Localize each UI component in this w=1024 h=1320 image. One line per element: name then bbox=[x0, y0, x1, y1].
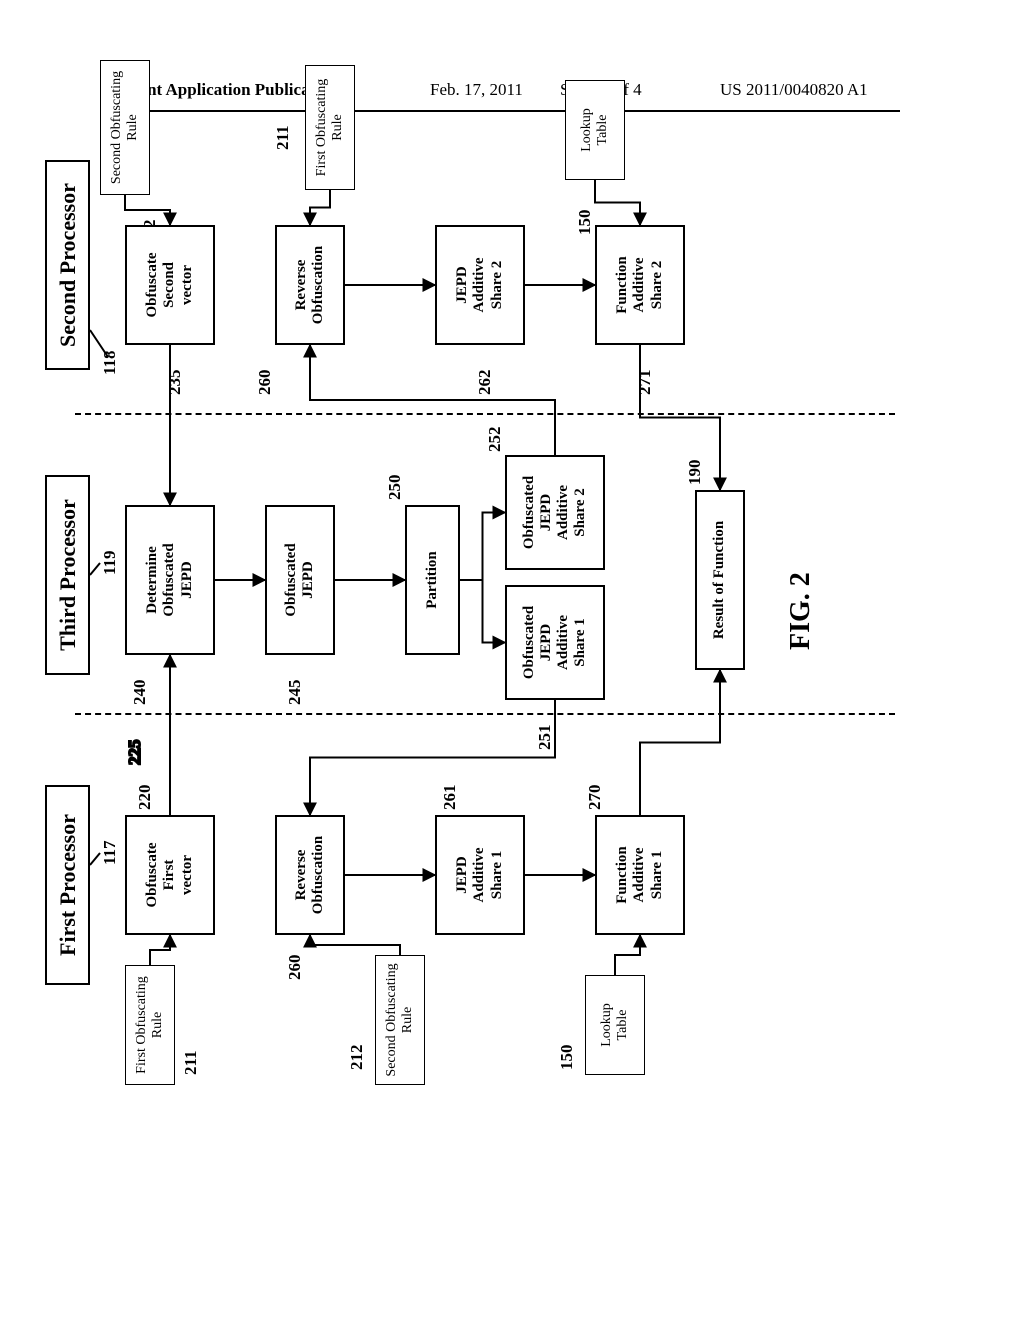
divider-right bbox=[75, 413, 895, 415]
node-det_obf: DetermineObfuscatedJEPD bbox=[125, 505, 215, 655]
arrow bbox=[150, 935, 170, 965]
ref-func1: 270 bbox=[585, 785, 605, 811]
node-obf_first: ObfuscateFirstvector bbox=[125, 815, 215, 935]
arrow bbox=[595, 180, 640, 225]
ref-det_obf: 240 bbox=[130, 680, 150, 706]
node-obf_second: ObfuscateSecondvector bbox=[125, 225, 215, 345]
node-sec_rule_R: Second ObfuscatingRule bbox=[100, 60, 150, 195]
ref-obf_first: 220 bbox=[135, 785, 155, 811]
ref-first_rule_R: 211 bbox=[273, 125, 293, 150]
ref-leader bbox=[90, 853, 100, 865]
arrow bbox=[460, 580, 505, 643]
arrow bbox=[310, 345, 555, 455]
ref-jepd1: 261 bbox=[440, 785, 460, 811]
ref-objepd1: 251 bbox=[535, 725, 555, 751]
node-first_rule_L: First ObfuscatingRule bbox=[125, 965, 175, 1085]
ref-first: 117 bbox=[100, 840, 120, 865]
ref-third: 119 bbox=[100, 550, 120, 575]
arrow-label: 225 bbox=[125, 740, 144, 766]
ref-objepd2: 252 bbox=[485, 427, 505, 453]
arrow bbox=[460, 513, 505, 581]
node-lookup_L: LookupTable bbox=[585, 975, 645, 1075]
figure-label: FIG. 2 bbox=[785, 572, 817, 650]
col-header-third: Third Processor bbox=[45, 475, 90, 675]
ref-obf_jepd: 245 bbox=[285, 680, 305, 706]
col-header-second: Second Processor bbox=[45, 160, 90, 370]
ref-sec_rule_L: 212 bbox=[347, 1045, 367, 1071]
arrow bbox=[640, 345, 720, 490]
arrow bbox=[310, 700, 555, 815]
node-objepd2: ObfuscatedJEPDAdditiveShare 2 bbox=[505, 455, 605, 570]
node-jepd1: JEPDAdditiveShare 1 bbox=[435, 815, 525, 935]
ref-leader bbox=[90, 563, 100, 575]
ref-obf_second: 235 bbox=[165, 370, 185, 396]
arrow bbox=[640, 670, 720, 815]
ref-func2: 271 bbox=[635, 370, 655, 396]
node-func2: FunctionAdditiveShare 2 bbox=[595, 225, 685, 345]
node-first_rule_R: First ObfuscatingRule bbox=[305, 65, 355, 190]
ref-lookup_L: 150 bbox=[557, 1045, 577, 1071]
ref-rev_obf_R: 260 bbox=[255, 370, 275, 396]
ref-second: 118 bbox=[100, 350, 120, 375]
node-lookup_R: LookupTable bbox=[565, 80, 625, 180]
node-result: Result of Function bbox=[695, 490, 745, 670]
node-rev_obf_L: ReverseObfuscation bbox=[275, 815, 345, 935]
ref-jepd2: 262 bbox=[475, 370, 495, 396]
node-obf_jepd: ObfuscatedJEPD bbox=[265, 505, 335, 655]
node-objepd1: ObfuscatedJEPDAdditiveShare 1 bbox=[505, 585, 605, 700]
arrow bbox=[615, 935, 640, 975]
arrow bbox=[310, 190, 330, 225]
node-sec_rule_L: Second ObfuscatingRule bbox=[375, 955, 425, 1085]
flow-diagram: First Processor Third Processor Second P… bbox=[5, 295, 985, 1045]
ref-result: 190 bbox=[685, 460, 705, 486]
col-header-first: First Processor bbox=[45, 785, 90, 985]
ref-partition: 250 bbox=[385, 475, 405, 501]
arrow bbox=[310, 935, 400, 955]
page-header: Patent Application Publication Feb. 17, … bbox=[0, 80, 1024, 110]
node-rev_obf_R: ReverseObfuscation bbox=[275, 225, 345, 345]
ref-first_rule_L: 211 bbox=[181, 1050, 201, 1075]
node-jepd2: JEPDAdditiveShare 2 bbox=[435, 225, 525, 345]
header-pubno: US 2011/0040820 A1 bbox=[720, 80, 868, 100]
node-func1: FunctionAdditiveShare 1 bbox=[595, 815, 685, 935]
header-rule bbox=[110, 110, 900, 112]
node-partition: Partition bbox=[405, 505, 460, 655]
ref-lookup_R: 150 bbox=[575, 210, 595, 236]
divider-left bbox=[75, 713, 895, 715]
ref-rev_obf_L: 260 bbox=[285, 955, 305, 981]
header-date: Feb. 17, 2011 bbox=[430, 80, 523, 100]
